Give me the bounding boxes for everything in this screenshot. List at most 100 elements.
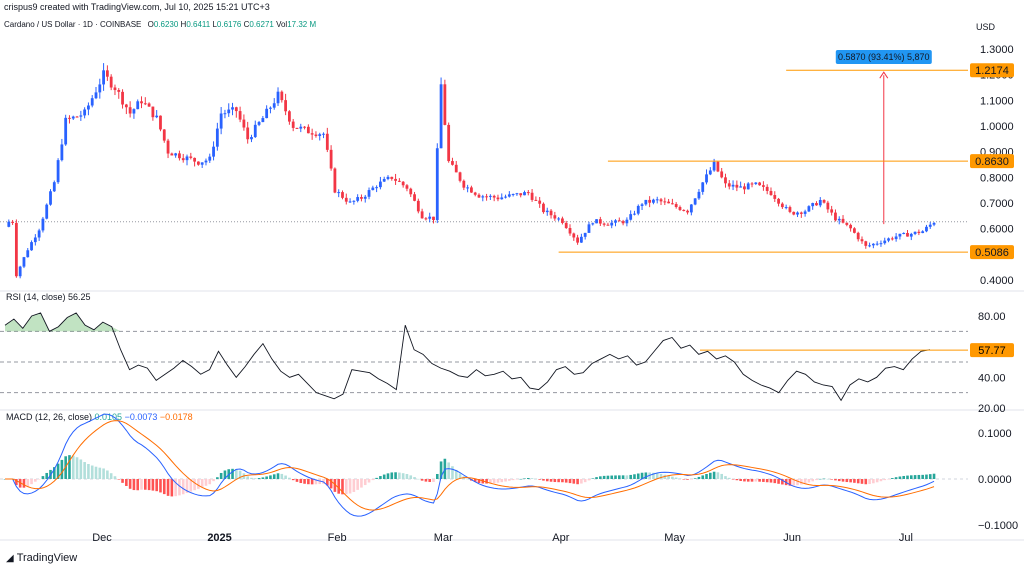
candle-body	[534, 199, 538, 201]
candle	[894, 233, 898, 242]
level-price-tag	[970, 63, 1014, 78]
candle	[670, 198, 674, 205]
macd-histogram-bar	[473, 479, 477, 483]
candle	[773, 191, 777, 202]
macd-histogram-bar	[621, 475, 625, 479]
candle	[667, 198, 670, 204]
macd-histogram-bar	[102, 468, 105, 479]
candle	[803, 209, 807, 217]
candle	[500, 193, 504, 200]
candle-body	[724, 177, 727, 184]
candle	[758, 181, 762, 186]
macd-histogram-bar	[595, 477, 598, 479]
macd-histogram-bar	[682, 479, 686, 480]
candle	[121, 89, 124, 109]
candle	[739, 181, 743, 188]
candle	[890, 236, 894, 241]
candle	[636, 204, 640, 216]
candle-body	[26, 250, 30, 258]
candle-body	[60, 144, 64, 161]
candle-body	[443, 84, 447, 125]
candle-body	[390, 176, 394, 179]
candle	[223, 109, 227, 119]
macd-histogram-bar	[170, 479, 174, 497]
candle	[155, 110, 159, 119]
candle-body	[333, 168, 337, 193]
candle-body	[523, 192, 526, 196]
macd-histogram-bar	[925, 474, 928, 479]
candle-body	[284, 100, 288, 112]
candle-body	[363, 196, 367, 199]
time-axis-tick: Jun	[783, 532, 801, 544]
candle	[162, 129, 166, 143]
time-axis-tick: Apr	[552, 532, 569, 544]
macd-histogram-bar	[261, 477, 265, 479]
macd-histogram-bar	[125, 479, 128, 486]
candle-body	[215, 128, 219, 147]
candle-body	[75, 116, 79, 118]
macd-histogram-bar	[572, 479, 576, 484]
macd-histogram-bar	[898, 476, 902, 479]
candle-body	[496, 197, 500, 200]
candle-body	[151, 106, 155, 118]
candle-body	[758, 182, 762, 186]
macd-histogram-bar	[534, 478, 538, 480]
candle-body	[553, 215, 557, 219]
macd-histogram-bar	[90, 465, 94, 479]
time-axis-tick: Dec	[92, 532, 112, 544]
candle	[242, 114, 246, 131]
candle	[37, 228, 41, 241]
tradingview-logo-text: TradingView	[16, 552, 78, 564]
candle-body	[257, 122, 261, 125]
macd-histogram-bar	[735, 479, 739, 481]
candle	[140, 96, 143, 109]
candle-body	[716, 161, 720, 172]
macd-histogram-bar	[618, 475, 621, 479]
macd-histogram-bar	[113, 476, 117, 479]
candle	[458, 171, 462, 183]
candle	[416, 198, 420, 214]
candle-body	[14, 222, 18, 277]
price-axis-tick: 0.6000	[980, 224, 1014, 236]
candle-body	[932, 222, 936, 225]
macd-histogram-bar	[511, 479, 515, 481]
macd-histogram-bar	[652, 472, 655, 479]
candle-body	[105, 70, 109, 77]
candle	[367, 187, 371, 200]
ohlc-low: L0.6176	[212, 20, 242, 29]
candle-body	[329, 149, 333, 169]
candle	[234, 106, 238, 118]
candle-body	[488, 195, 492, 197]
candle-body	[746, 183, 750, 190]
macd-histogram-bar	[447, 462, 450, 479]
candle	[545, 207, 549, 216]
candle	[553, 211, 557, 221]
candle-body	[576, 237, 579, 243]
macd-histogram-bar	[337, 479, 340, 494]
macd-histogram-bar	[674, 477, 678, 479]
candle-body	[227, 109, 231, 114]
candle-body	[564, 222, 568, 229]
candle-body	[204, 160, 208, 163]
macd-histogram-bar	[542, 479, 545, 481]
candle-body	[68, 117, 71, 119]
candle-body	[136, 101, 140, 110]
candle	[932, 222, 936, 227]
candle-body	[549, 210, 553, 216]
candle	[333, 167, 337, 194]
symbol-legend[interactable]: Cardano / US Dollar · 1D · COINBASE O0.6…	[4, 20, 316, 29]
candle-body	[37, 230, 41, 238]
created-by-caption: crispus9 created with TradingView.com, J…	[4, 2, 270, 12]
candle-body	[265, 108, 269, 119]
macd-histogram-bar	[845, 479, 849, 483]
candle	[41, 216, 45, 233]
candle	[143, 97, 147, 106]
candle-body	[416, 200, 420, 212]
macd-histogram-bar	[83, 462, 86, 479]
tradingview-logo[interactable]: ◢ TradingView	[6, 552, 77, 564]
candle	[815, 201, 818, 206]
candle-body	[925, 226, 928, 232]
candle-body	[636, 205, 640, 214]
candle	[564, 220, 568, 229]
